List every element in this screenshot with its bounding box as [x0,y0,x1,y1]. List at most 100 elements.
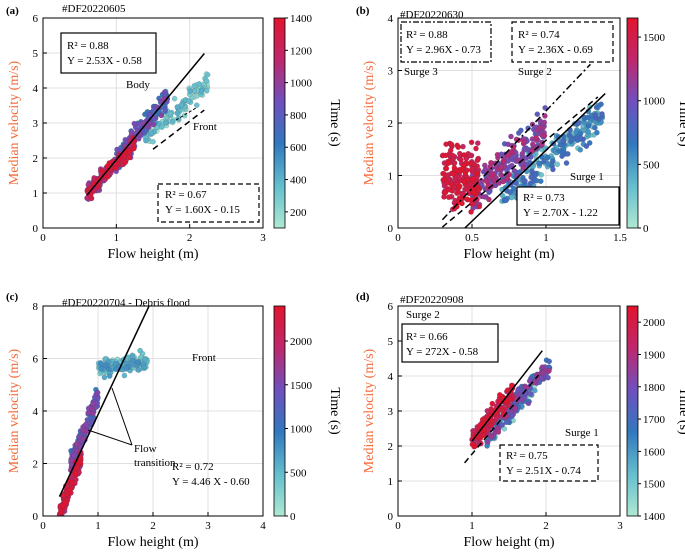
x-tick-label: 1.5 [613,232,627,244]
colorbar [626,305,639,517]
data-point [83,421,89,428]
x-tick-label: 0 [40,232,46,244]
data-point [455,144,462,150]
y-axis-label: Median velocity (m/s) [7,60,22,185]
annotation-label: Body [126,79,150,91]
data-point [104,163,111,169]
data-point [469,166,476,172]
data-point [171,95,178,102]
data-point [487,422,494,429]
x-tick-label: 0 [395,520,401,532]
data-point [58,508,64,515]
data-point [89,406,95,412]
data-point [71,452,77,459]
annotation-arrow [87,429,133,446]
data-point [60,502,67,509]
panel-a: 0 1 2 3 0 1 2 3 4 5 6 Flow height (m) Median velocit… [6,3,342,262]
data-point [486,196,492,203]
panel-c: 0 1 2 3 4 0 2 4 6 8 Flow height (m) Median velocity… [6,291,342,550]
data-point [464,196,470,202]
colorbar [273,305,286,517]
annotation-arrow [111,387,133,446]
x-tick-label: 1 [95,520,101,532]
data-point [504,175,511,182]
data-point [456,183,463,190]
annotation-label: Flow [134,443,157,455]
data-point [476,203,483,210]
data-point [102,356,109,362]
data-point [80,435,86,442]
data-point [540,370,547,376]
data-point [461,152,467,158]
data-point [451,160,458,166]
data-point [594,129,600,136]
data-point [442,189,449,196]
colorbar-tick-label: 500 [290,467,307,479]
colorbar-tick-label: 2000 [643,317,666,329]
y-tick-label: 3 [388,66,394,78]
data-point [158,112,165,119]
data-point [198,88,205,94]
data-point [99,168,106,174]
y-tick-label: 2 [33,459,39,471]
fit-equation-label: Y = 2.96X - 0.73 [406,44,481,56]
colorbar-tick-label: 1500 [290,380,313,392]
data-point [504,387,511,394]
data-point [447,147,454,154]
data-point [521,138,527,145]
data-point [150,138,156,145]
data-point [468,209,474,215]
fit-equation-label: Y = 2.36X - 0.69 [518,44,593,56]
data-point [101,374,108,381]
data-point [148,130,155,136]
data-point [162,107,169,114]
y-tick-label: 0 [388,223,394,235]
data-point [98,365,105,372]
panel-label: (d) [356,291,370,303]
data-point [443,165,450,172]
data-point [462,170,469,176]
panel-label: (c) [6,291,19,303]
y-axis-label: Median velocity (m/s) [7,348,22,473]
event-id-label: #DF20220605 [62,3,126,15]
data-point [507,189,514,195]
data-point [585,114,591,121]
colorbar-tick-label: 1700 [643,414,666,426]
data-point [445,159,452,166]
data-point [550,166,556,173]
data-point [57,521,62,526]
data-point [538,178,544,184]
data-point [550,158,556,164]
panel-d: 0 1 2 3 0 1 2 3 4 5 6 Flow height (m) Median velocit… [356,291,685,550]
data-point [494,151,501,158]
data-point [196,81,202,87]
data-point [97,360,104,366]
data-point [529,168,535,174]
x-tick-label: 2 [187,232,193,244]
data-point [545,374,551,381]
data-point [193,102,200,108]
fit-equation-label: Y = 2.53X - 0.58 [67,55,142,67]
data-point [532,172,539,178]
y-tick-label: 8 [33,301,39,313]
data-point [554,161,561,168]
y-tick-label: 3 [388,406,394,418]
y-tick-label: 2 [33,153,39,165]
x-tick-label: 0.5 [465,232,479,244]
colorbar-tick-label: 500 [643,159,660,171]
data-point [135,359,141,365]
equation-box [60,32,157,74]
x-tick-label: 1 [469,520,475,532]
data-point [69,479,76,486]
y-tick-label: 6 [33,354,39,366]
data-point [131,145,137,152]
x-tick-label: 2 [543,520,549,532]
data-point [67,486,73,493]
data-point [187,88,193,94]
data-point [105,173,111,180]
data-point [503,197,509,204]
colorbar-tick-label: 2000 [290,336,313,348]
data-point [73,465,80,472]
event-id-label: #DF20220908 [400,294,464,306]
data-point [467,152,474,159]
